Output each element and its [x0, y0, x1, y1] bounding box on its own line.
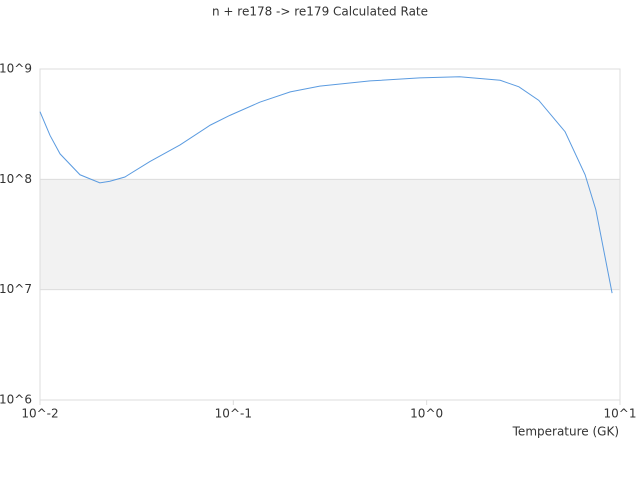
data-line: [39, 76, 613, 294]
y-tick-label: 10^6: [0, 393, 32, 407]
y-tick-label: 10^7: [0, 282, 32, 296]
x-tick-label: 10^-1: [215, 407, 252, 421]
x-tick-label: 10^0: [410, 407, 443, 421]
x-tick-label: 10^1: [604, 407, 637, 421]
grid-band: [40, 179, 620, 290]
y-tick-label: 10^9: [0, 62, 32, 76]
plot-frame: [39, 68, 621, 401]
chart-title: n + re178 -> re179 Calculated Rate: [212, 5, 428, 19]
x-axis-label: Temperature (GK): [512, 425, 619, 439]
x-tick-label: 10^-2: [21, 407, 58, 421]
y-tick-label: 10^8: [0, 172, 32, 186]
